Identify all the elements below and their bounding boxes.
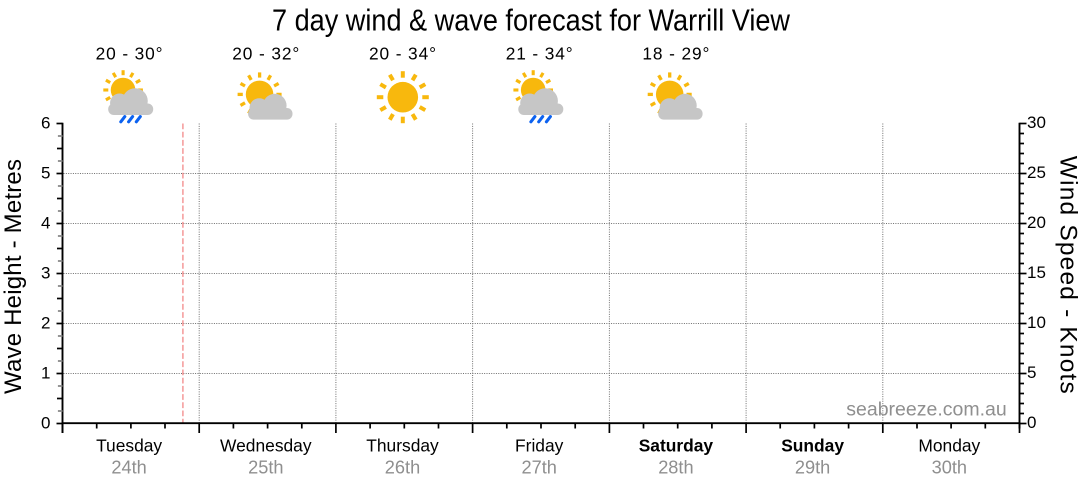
svg-text:Sunday: Sunday bbox=[781, 435, 844, 455]
svg-text:20: 20 bbox=[1027, 213, 1046, 232]
svg-text:Monday: Monday bbox=[918, 435, 980, 455]
svg-text:2: 2 bbox=[41, 314, 50, 333]
svg-text:5: 5 bbox=[1027, 363, 1036, 382]
svg-text:0: 0 bbox=[1027, 413, 1036, 432]
svg-text:25: 25 bbox=[1027, 163, 1046, 182]
svg-text:18 - 29°: 18 - 29° bbox=[642, 43, 709, 63]
svg-text:20 - 30°: 20 - 30° bbox=[96, 43, 163, 63]
svg-text:25th: 25th bbox=[248, 458, 283, 478]
svg-text:1: 1 bbox=[41, 364, 50, 383]
svg-text:0: 0 bbox=[41, 414, 50, 433]
svg-text:Tuesday: Tuesday bbox=[96, 435, 162, 455]
svg-text:5: 5 bbox=[41, 164, 50, 183]
svg-text:30: 30 bbox=[1027, 113, 1046, 132]
svg-text:6: 6 bbox=[41, 114, 50, 133]
svg-text:20 - 34°: 20 - 34° bbox=[369, 43, 436, 63]
svg-text:20 - 32°: 20 - 32° bbox=[232, 43, 299, 63]
svg-text:26th: 26th bbox=[385, 458, 420, 478]
svg-text:Wind Speed - Knots: Wind Speed - Knots bbox=[1054, 156, 1080, 394]
svg-text:Wednesday: Wednesday bbox=[220, 435, 312, 455]
svg-text:Wave Height - Metres: Wave Height - Metres bbox=[0, 159, 27, 394]
svg-text:4: 4 bbox=[41, 214, 50, 233]
svg-text:30th: 30th bbox=[932, 458, 967, 478]
svg-text:29th: 29th bbox=[795, 458, 830, 478]
svg-text:Saturday: Saturday bbox=[639, 435, 714, 455]
svg-text:10: 10 bbox=[1027, 313, 1046, 332]
svg-text:Friday: Friday bbox=[515, 435, 564, 455]
svg-text:15: 15 bbox=[1027, 263, 1046, 282]
svg-text:Thursday: Thursday bbox=[366, 435, 439, 455]
svg-text:21 - 34°: 21 - 34° bbox=[506, 43, 573, 63]
svg-text:7 day wind & wave forecast for: 7 day wind & wave forecast for Warrill V… bbox=[272, 3, 791, 38]
svg-text:24th: 24th bbox=[111, 458, 146, 478]
svg-text:27th: 27th bbox=[521, 458, 556, 478]
svg-text:28th: 28th bbox=[658, 458, 693, 478]
svg-text:3: 3 bbox=[41, 264, 50, 283]
svg-text:seabreeze.com.au: seabreeze.com.au bbox=[846, 398, 1006, 420]
